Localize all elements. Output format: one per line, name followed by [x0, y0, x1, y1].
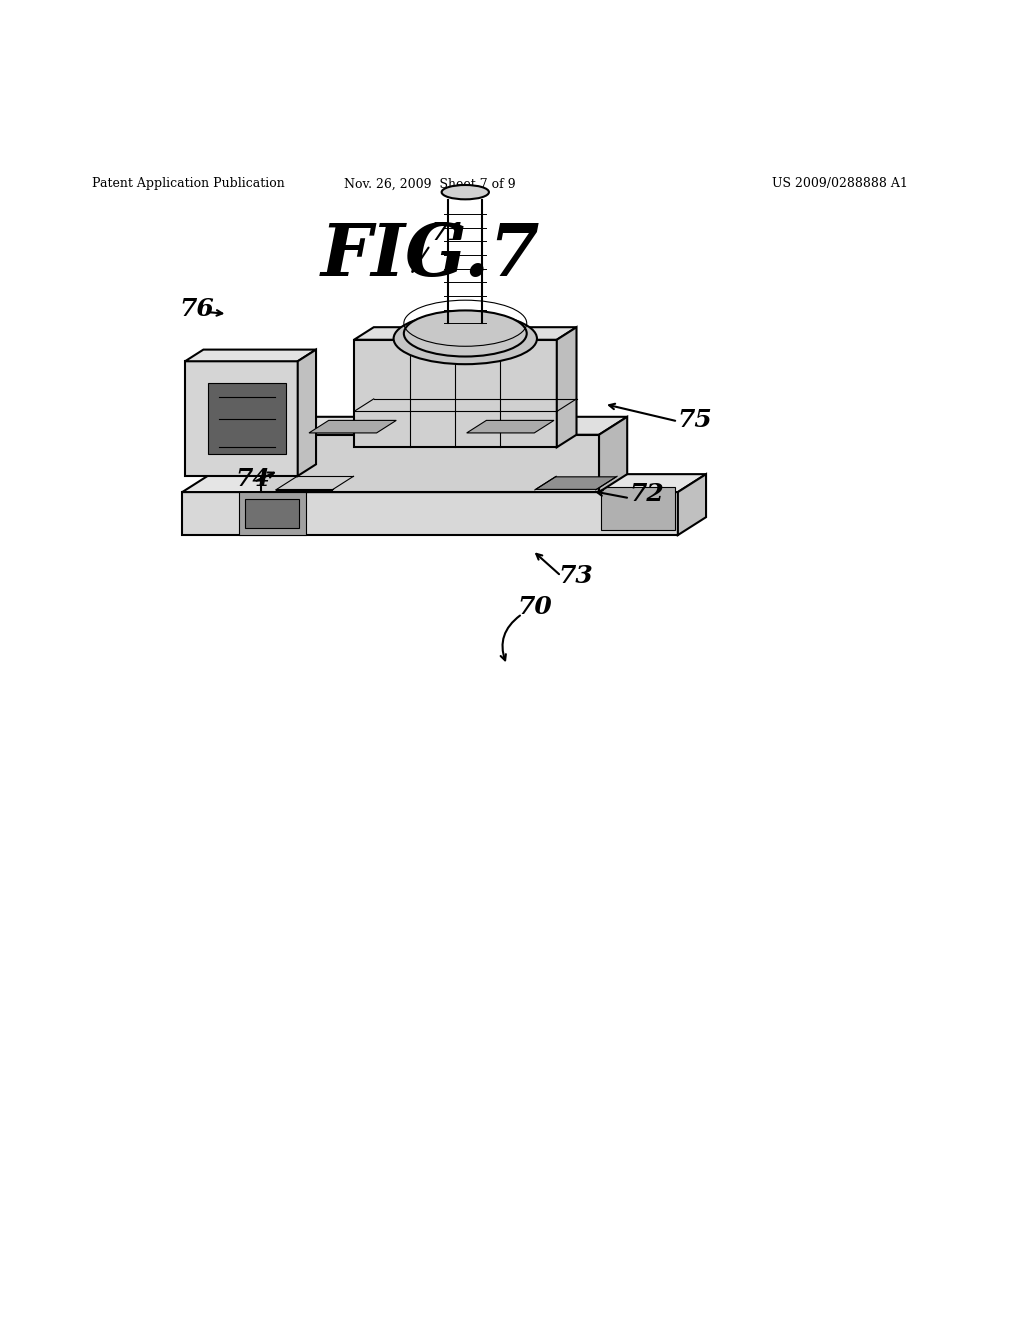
Polygon shape: [467, 420, 554, 433]
Polygon shape: [601, 487, 675, 529]
Polygon shape: [261, 417, 627, 434]
Polygon shape: [536, 477, 616, 490]
Text: 72: 72: [630, 482, 665, 507]
Polygon shape: [309, 420, 396, 433]
Text: FIG.7: FIG.7: [321, 220, 540, 290]
Polygon shape: [246, 499, 299, 528]
Polygon shape: [185, 350, 316, 362]
Polygon shape: [185, 362, 298, 477]
Text: 71: 71: [430, 222, 465, 246]
Text: 70: 70: [517, 595, 552, 619]
Ellipse shape: [403, 310, 526, 356]
Text: 75: 75: [678, 408, 713, 432]
Polygon shape: [182, 492, 678, 535]
Text: 74: 74: [236, 467, 270, 491]
Polygon shape: [354, 339, 557, 447]
Polygon shape: [599, 417, 627, 492]
Text: 76: 76: [179, 297, 214, 321]
Ellipse shape: [441, 185, 488, 199]
Text: Nov. 26, 2009  Sheet 7 of 9: Nov. 26, 2009 Sheet 7 of 9: [344, 177, 516, 190]
Polygon shape: [557, 327, 577, 447]
Polygon shape: [239, 492, 306, 535]
Polygon shape: [182, 474, 707, 492]
Ellipse shape: [393, 313, 537, 364]
Text: US 2009/0288888 A1: US 2009/0288888 A1: [772, 177, 907, 190]
Text: Patent Application Publication: Patent Application Publication: [92, 177, 285, 190]
Polygon shape: [354, 327, 577, 339]
Polygon shape: [208, 383, 287, 454]
Polygon shape: [261, 434, 599, 492]
Polygon shape: [298, 350, 316, 477]
Text: 73: 73: [558, 564, 593, 589]
Polygon shape: [678, 474, 707, 535]
